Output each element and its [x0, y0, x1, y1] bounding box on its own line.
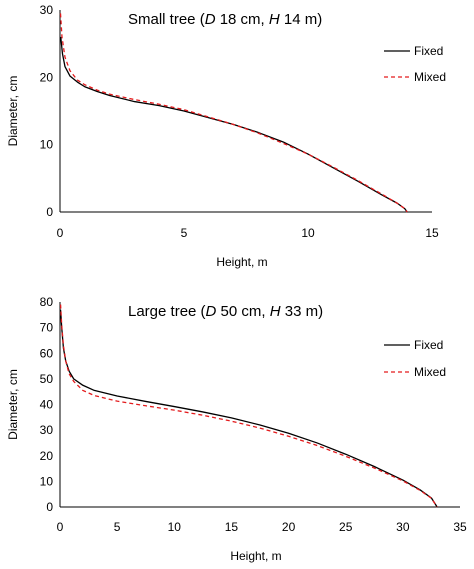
chart-title-part: 33 m): [281, 303, 324, 320]
chart-title-part: H: [270, 303, 281, 320]
x-axis-label: Height, m: [230, 549, 281, 563]
x-tick-label: 0: [57, 226, 64, 240]
x-tick-label: 5: [114, 520, 121, 534]
x-axis-label: Height, m: [216, 255, 267, 269]
legend-label-fixed: Fixed: [414, 338, 443, 352]
y-axis-label: Diameter, cm: [6, 369, 20, 440]
y-tick-label: 20: [40, 70, 54, 84]
x-tick-label: 35: [453, 520, 467, 534]
chart-title-part: Small tree (: [128, 11, 205, 28]
y-axis-label: Diameter, cm: [6, 76, 20, 147]
chart-title-part: 50 cm,: [216, 303, 269, 320]
x-tick-label: 10: [301, 226, 315, 240]
x-tick-label: 15: [225, 520, 239, 534]
y-tick-label: 50: [40, 372, 54, 386]
chart-title: Small tree (D 18 cm, H 14 m): [128, 11, 322, 28]
chart-title-part: D: [206, 303, 217, 320]
y-tick-label: 80: [40, 295, 54, 309]
y-tick-label: 0: [46, 205, 53, 219]
series-line-mixed: [59, 304, 438, 508]
chart-title-part: 14 m): [280, 11, 323, 28]
y-tick-label: 60: [40, 346, 54, 360]
x-tick-label: 25: [339, 520, 353, 534]
y-tick-label: 30: [40, 423, 54, 437]
y-tick-label: 40: [40, 398, 54, 412]
chart-title: Large tree (D 50 cm, H 33 m): [128, 303, 323, 320]
series-line-fixed: [60, 36, 408, 213]
x-tick-label: 30: [396, 520, 410, 534]
x-tick-label: 5: [181, 226, 188, 240]
y-tick-label: 20: [40, 449, 54, 463]
legend: Fixed Mixed: [384, 44, 446, 84]
legend-label-fixed: Fixed: [414, 44, 443, 58]
x-tick-label: 10: [168, 520, 182, 534]
chart-title-part: H: [269, 11, 280, 28]
chart-panel-2: 0 10 20 30 40 50 60 70 80 0 5 10 15 20 25 30 35 Height, m…: [6, 295, 467, 563]
y-tick-label: 70: [40, 321, 54, 335]
series-line-mixed: [59, 13, 408, 213]
legend: Fixed Mixed: [384, 338, 446, 379]
y-tick-label: 30: [40, 3, 54, 17]
chart-panel-1: 0 10 20 30 0 5 10 15 Height, m Diameter, cm Small …: [6, 3, 446, 269]
x-tick-label: 15: [425, 226, 439, 240]
legend-label-mixed: Mixed: [414, 70, 446, 84]
x-tick-label: 20: [282, 520, 296, 534]
chart-title-part: D: [205, 11, 216, 28]
legend-label-mixed: Mixed: [414, 365, 446, 379]
y-tick-label: 0: [46, 500, 53, 514]
series-line-fixed: [59, 309, 438, 508]
chart-title-part: Large tree (: [128, 303, 206, 320]
x-tick-label: 0: [57, 520, 64, 534]
chart-title-part: 18 cm,: [216, 11, 269, 28]
y-tick-label: 10: [40, 474, 54, 488]
y-tick-label: 10: [40, 138, 54, 152]
